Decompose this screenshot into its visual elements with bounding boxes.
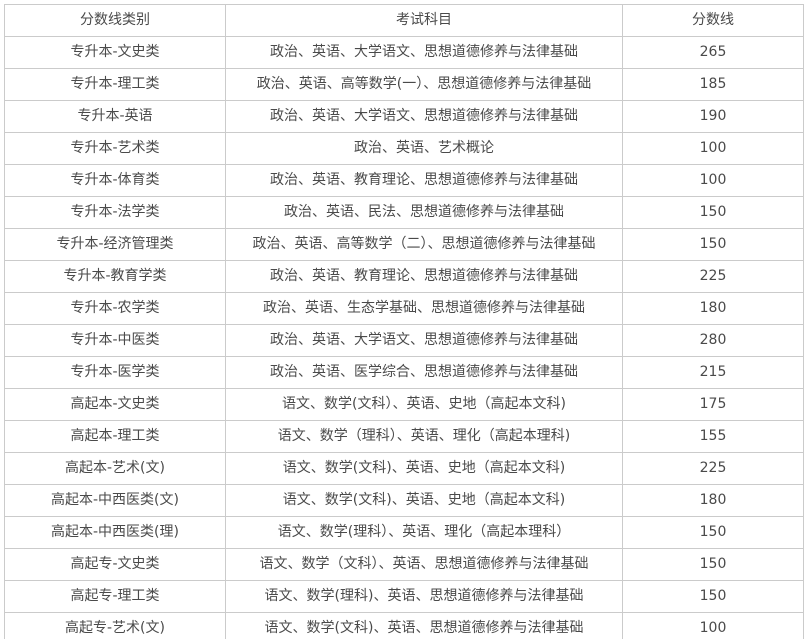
- score-cell: 180: [622, 292, 804, 325]
- table-row: 高起专-文史类 语文、数学（文科）、英语、思想道德修养与法律基础 150: [4, 548, 804, 581]
- table-row: 专升本-体育类 政治、英语、教育理论、思想道德修养与法律基础 100: [4, 164, 804, 197]
- header-subjects: 考试科目: [225, 4, 623, 37]
- score-cell: 100: [622, 612, 804, 639]
- score-cell: 175: [622, 388, 804, 421]
- subjects-cell: 政治、英语、高等数学(一）、思想道德修养与法律基础: [225, 68, 623, 101]
- score-cell: 225: [622, 260, 804, 293]
- category-cell: 高起专-理工类: [4, 580, 226, 613]
- category-cell: 高起专-艺术(文): [4, 612, 226, 639]
- subjects-cell: 语文、数学（文科）、英语、思想道德修养与法律基础: [225, 548, 623, 581]
- table-body: 专升本-文史类 政治、英语、大学语文、思想道德修养与法律基础 265 专升本-理工类政…: [4, 36, 804, 639]
- score-cell: 150: [622, 196, 804, 229]
- category-cell: 专升本-理工类: [4, 68, 226, 101]
- table-row: 专升本-农学类 政治、英语、生态学基础、思想道德修养与法律基础 180: [4, 292, 804, 325]
- score-cell: 185: [622, 68, 804, 101]
- subjects-cell: 政治、英语、教育理论、思想道德修养与法律基础: [225, 164, 623, 197]
- subjects-cell: 语文、数学(文科）、英语、史地（高起本文科): [225, 388, 623, 421]
- table-row: 专升本-中医类 政治、英语、大学语文、思想道德修养与法律基础 280: [4, 324, 804, 357]
- admission-score-table: 分数线类别 考试科目 分数线 专升本-文史类 政治、英语、大学语文、思想道德修养与…: [4, 4, 804, 639]
- subjects-cell: 语文、数学（理科）、英语、理化（高起本理科): [225, 420, 623, 453]
- table-row: 高起专-艺术(文) 语文、数学(文科)、英语、思想道德修养与法律基础 100: [4, 612, 804, 639]
- table-row: 高起本-理工类 语文、数学（理科）、英语、理化（高起本理科) 155: [4, 420, 804, 453]
- table-row: 高起本-中西医类(文) 语文、数学(文科)、英语、史地（高起本文科) 180: [4, 484, 804, 517]
- category-cell: 专升本-中医类: [4, 324, 226, 357]
- score-cell: 150: [622, 580, 804, 613]
- table-row: 专升本-理工类 政治、英语、高等数学(一）、思想道德修养与法律基础 185: [4, 68, 804, 101]
- category-cell: 高起本-理工类: [4, 420, 226, 453]
- category-cell: 高起专-文史类: [4, 548, 226, 581]
- table-row: 高起本-文史类 语文、数学(文科）、英语、史地（高起本文科) 175: [4, 388, 804, 421]
- subjects-cell: 政治、英语、医学综合、思想道德修养与法律基础: [225, 356, 623, 389]
- subjects-cell: 语文、数学(理科)、英语、思想道德修养与法律基础: [225, 580, 623, 613]
- subjects-cell: 政治、英语、高等数学（二）、思想道德修养与法律基础: [225, 228, 623, 261]
- category-cell: 专升本-教育学类: [4, 260, 226, 293]
- subjects-cell: 政治、英语、教育理论、思想道德修养与法律基础: [225, 260, 623, 293]
- category-cell: 高起本-艺术(文): [4, 452, 226, 485]
- category-cell: 专升本-文史类: [4, 36, 226, 69]
- score-cell: 100: [622, 164, 804, 197]
- score-cell: 215: [622, 356, 804, 389]
- subjects-cell: 政治、英语、民法、思想道德修养与法律基础: [225, 196, 623, 229]
- score-cell: 190: [622, 100, 804, 133]
- subjects-cell: 政治、英语、大学语文、思想道德修养与法律基础: [225, 36, 623, 69]
- subjects-cell: 政治、英语、艺术概论: [225, 132, 623, 165]
- category-cell: 专升本-体育类: [4, 164, 226, 197]
- table-row: 高起本-中西医类(理) 语文、数学(理科）、英语、理化（高起本理科） 150: [4, 516, 804, 549]
- subjects-cell: 政治、英语、大学语文、思想道德修养与法律基础: [225, 324, 623, 357]
- table-row: 专升本-艺术类 政治、英语、艺术概论 100: [4, 132, 804, 165]
- score-cell: 150: [622, 516, 804, 549]
- table-row: 高起本-艺术(文) 语文、数学(文科)、英语、史地（高起本文科) 225: [4, 452, 804, 485]
- table-row: 专升本-医学类 政治、英语、医学综合、思想道德修养与法律基础 215: [4, 356, 804, 389]
- table-row: 专升本-教育学类 政治、英语、教育理论、思想道德修养与法律基础 225: [4, 260, 804, 293]
- header-row: 分数线类别 考试科目 分数线: [4, 4, 804, 37]
- header-score: 分数线: [622, 4, 804, 37]
- score-cell: 150: [622, 228, 804, 261]
- category-cell: 专升本-艺术类: [4, 132, 226, 165]
- category-cell: 高起本-中西医类(理): [4, 516, 226, 549]
- table-header: 分数线类别 考试科目 分数线: [4, 4, 804, 37]
- score-cell: 155: [622, 420, 804, 453]
- category-cell: 专升本-法学类: [4, 196, 226, 229]
- subjects-cell: 语文、数学(文科)、英语、史地（高起本文科): [225, 484, 623, 517]
- score-cell: 280: [622, 324, 804, 357]
- score-cell: 265: [622, 36, 804, 69]
- table-row: 专升本-经济管理类 政治、英语、高等数学（二）、思想道德修养与法律基础 150: [4, 228, 804, 261]
- category-cell: 专升本-医学类: [4, 356, 226, 389]
- score-cell: 150: [622, 548, 804, 581]
- subjects-cell: 语文、数学(理科）、英语、理化（高起本理科）: [225, 516, 623, 549]
- table-row: 专升本-英语 政治、英语、大学语文、思想道德修养与法律基础 190: [4, 100, 804, 133]
- header-category: 分数线类别: [4, 4, 226, 37]
- score-cell: 100: [622, 132, 804, 165]
- subjects-cell: 政治、英语、大学语文、思想道德修养与法律基础: [225, 100, 623, 133]
- table-row: 专升本-法学类 政治、英语、民法、思想道德修养与法律基础 150: [4, 196, 804, 229]
- subjects-cell: 政治、英语、生态学基础、思想道德修养与法律基础: [225, 292, 623, 325]
- category-cell: 专升本-农学类: [4, 292, 226, 325]
- table-row: 高起专-理工类 语文、数学(理科)、英语、思想道德修养与法律基础 150: [4, 580, 804, 613]
- subjects-cell: 语文、数学(文科)、英语、思想道德修养与法律基础: [225, 612, 623, 639]
- category-cell: 高起本-中西医类(文): [4, 484, 226, 517]
- subjects-cell: 语文、数学(文科)、英语、史地（高起本文科): [225, 452, 623, 485]
- table-row: 专升本-文史类 政治、英语、大学语文、思想道德修养与法律基础 265: [4, 36, 804, 69]
- category-cell: 专升本-经济管理类: [4, 228, 226, 261]
- category-cell: 专升本-英语: [4, 100, 226, 133]
- category-cell: 高起本-文史类: [4, 388, 226, 421]
- score-cell: 180: [622, 484, 804, 517]
- score-cell: 225: [622, 452, 804, 485]
